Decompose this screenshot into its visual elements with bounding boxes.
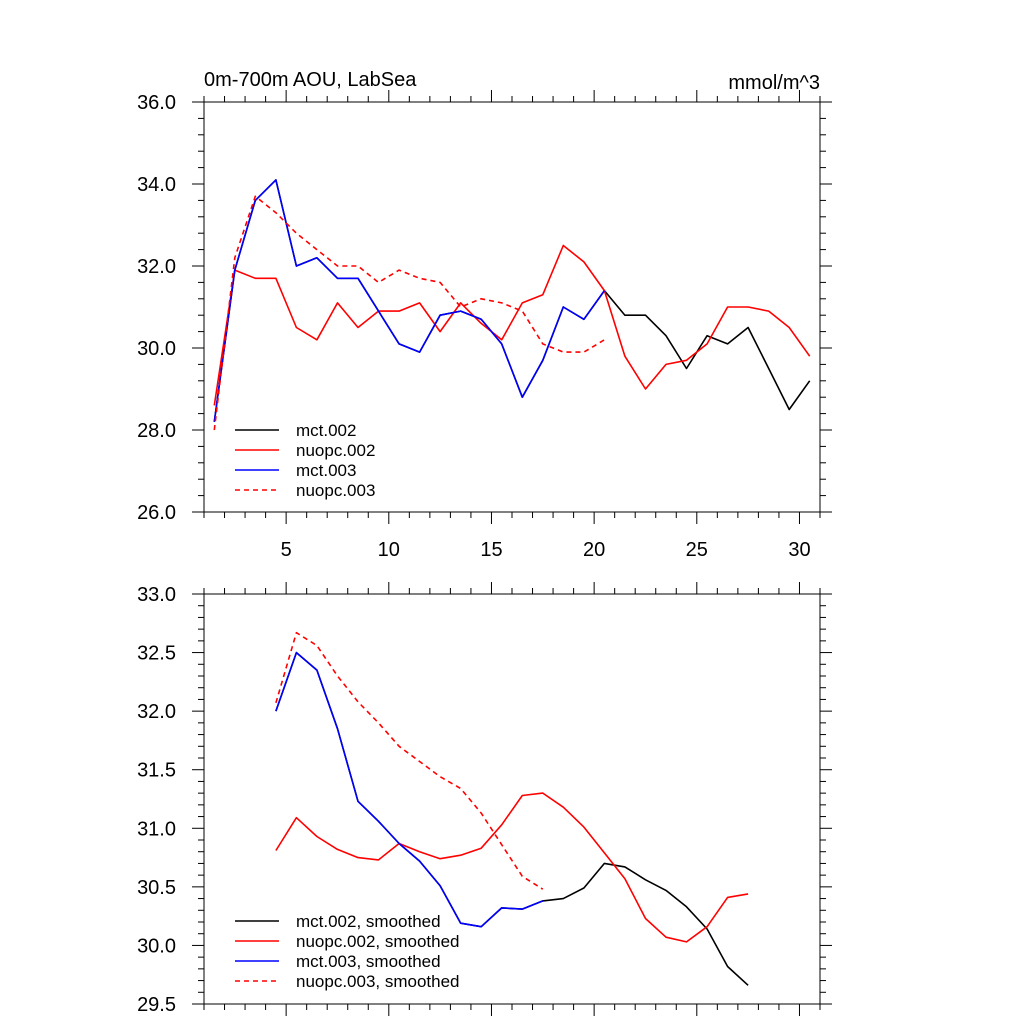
legend-label: nuopc.002 (296, 441, 375, 460)
series-line-nuopc-003-smoothed (275, 631, 544, 890)
chart-title: 0m-700m AOU, LabSea (204, 69, 417, 91)
y-tick-label: 31.0 (137, 818, 176, 840)
series-line-nuopc-002 (213, 244, 811, 406)
x-tick-label: 25 (686, 539, 708, 561)
y-tick-label: 33.0 (137, 584, 176, 606)
y-tick-label: 32.0 (137, 701, 176, 723)
y-tick-label: 36.0 (137, 92, 176, 114)
series-line-nuopc-002-smoothed (275, 792, 749, 943)
x-tick-label: 20 (583, 539, 605, 561)
series-line-mct-002 (213, 179, 811, 422)
y-tick-label: 30.5 (137, 877, 176, 899)
x-tick-label: 15 (480, 539, 502, 561)
y-tick-label: 29.5 (137, 994, 176, 1016)
top-panel: 0m-700m AOU, LabSea mmol/m^3 5 10 15 20 25 30… (137, 69, 832, 561)
legend-label: nuopc.002, smoothed (296, 932, 460, 951)
y-tick-label: 32.0 (137, 256, 176, 278)
series-line-mct-003 (213, 179, 606, 422)
y-tick-label: 31.5 (137, 760, 176, 782)
y-tick-label: 28.0 (137, 420, 176, 442)
series-line-nuopc-003 (213, 195, 605, 431)
legend-label: nuopc.003, smoothed (296, 972, 460, 991)
series-line-mct-003-smoothed (275, 651, 544, 928)
y-tick-label: 32.5 (137, 643, 176, 665)
units-label: mmol/m^3 (728, 72, 820, 94)
x-tick-label: 30 (788, 539, 810, 561)
legend-label: mct.002, smoothed (296, 912, 441, 931)
y-tick-label: 30.0 (137, 935, 176, 957)
legend-label: mct.002 (296, 421, 356, 440)
legend-label: mct.003, smoothed (296, 952, 441, 971)
y-tick-label: 30.0 (137, 338, 176, 360)
bottom-panel: 29.5 30.0 30.5 31.0 31.5 32.0 32.5 33.0 mct.002,… (137, 582, 832, 1016)
y-tick-label: 26.0 (137, 502, 176, 524)
y-tick-label: 34.0 (137, 174, 176, 196)
legend-label: mct.003 (296, 461, 356, 480)
legend-label: nuopc.003 (296, 481, 375, 500)
x-tick-label: 5 (281, 539, 292, 561)
x-tick-label: 10 (378, 539, 400, 561)
